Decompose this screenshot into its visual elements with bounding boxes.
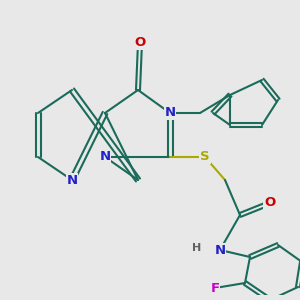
Text: N: N: [214, 244, 226, 256]
Text: O: O: [264, 196, 276, 209]
Text: N: N: [99, 151, 111, 164]
Text: H: H: [192, 243, 202, 253]
Text: S: S: [200, 151, 210, 164]
Text: F: F: [210, 281, 220, 295]
Text: N: N: [164, 106, 175, 119]
Text: O: O: [134, 37, 146, 50]
Text: N: N: [66, 173, 78, 187]
